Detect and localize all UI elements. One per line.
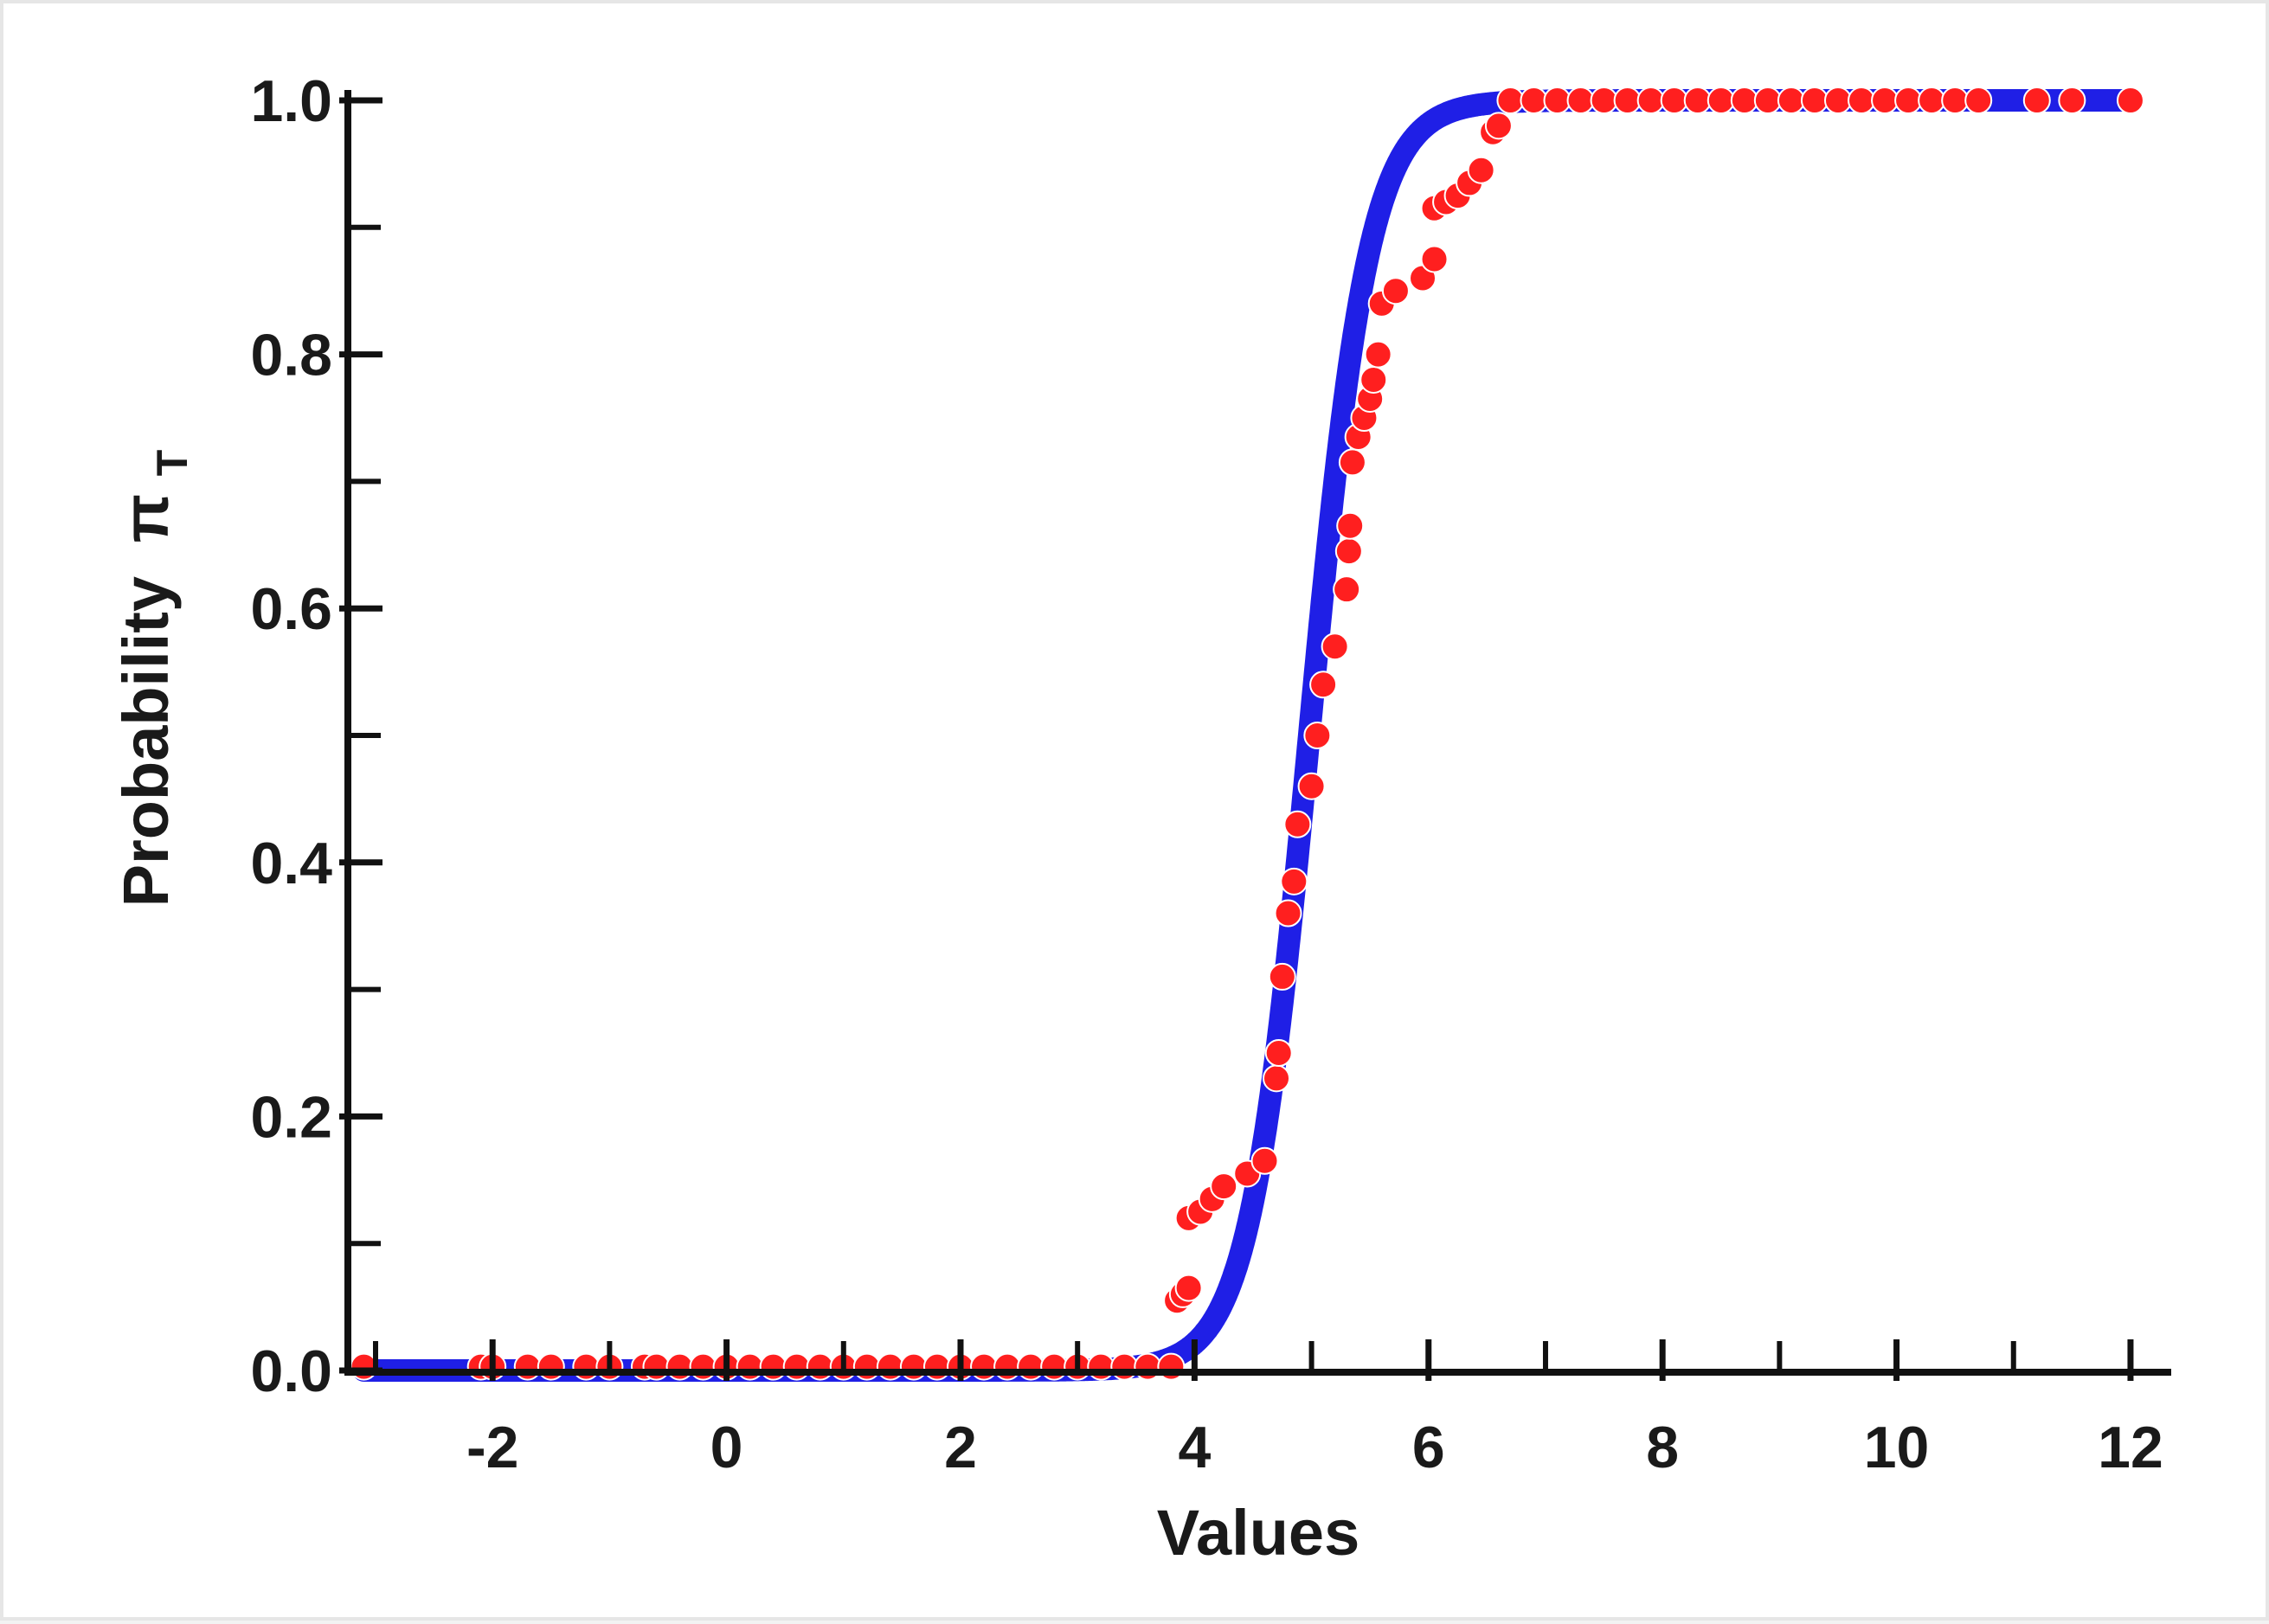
red-data-point	[1110, 1352, 1139, 1381]
scatter-chart: 0.0 0.2 0.4 0.6 0.8 1.0 -2 0 2 4 6 8 10 12 Values Pro…	[110, 68, 2171, 1569]
red-data-point	[806, 1352, 834, 1381]
red-data-point	[1823, 87, 1852, 114]
red-data-point	[782, 1352, 811, 1381]
red-data-point	[1730, 87, 1758, 114]
red-data-point	[1157, 1352, 1186, 1381]
red-data-point	[1566, 87, 1595, 114]
red-data-point	[1040, 1352, 1069, 1381]
red-data-point	[899, 1352, 928, 1381]
x-axis-title: Values	[1157, 1497, 1360, 1569]
red-data-point	[1134, 1352, 1162, 1381]
red-data-point	[2116, 87, 2144, 114]
series-layer	[350, 87, 2144, 1382]
red-data-point	[1174, 1274, 1203, 1302]
y-axis-title-text: Probability	[110, 576, 182, 907]
red-data-point	[1264, 1039, 1293, 1067]
red-data-point	[1336, 511, 1365, 540]
y-tick-label: 0.2	[250, 1084, 332, 1150]
red-data-point	[1848, 87, 1876, 114]
red-data-point	[922, 1352, 951, 1381]
red-data-point	[1364, 340, 1392, 369]
x-tick-label: 10	[1864, 1415, 1930, 1480]
y-axis-title-subscript: T	[148, 450, 196, 477]
axes-layer: 0.0 0.2 0.4 0.6 0.8 1.0 -2 0 2 4 6 8 10 12	[250, 68, 2171, 1480]
y-tick-label: 0.8	[250, 323, 332, 388]
y-axis-title-symbol: π	[110, 494, 182, 543]
red-data-point	[1543, 87, 1572, 114]
red-data-point	[2058, 87, 2086, 114]
red-data-point	[513, 1352, 542, 1381]
x-tick-label: 8	[1646, 1415, 1679, 1480]
red-data-point	[1496, 87, 1525, 114]
x-tick-label: 0	[710, 1415, 743, 1480]
red-data-point	[1800, 87, 1829, 114]
red-data-point	[1420, 245, 1449, 273]
red-data-point	[2022, 87, 2051, 114]
red-data-point	[1283, 810, 1312, 838]
red-data-point	[1280, 867, 1308, 895]
red-data-point	[1484, 112, 1513, 140]
red-data-point	[689, 1352, 717, 1381]
red-data-point	[1359, 365, 1388, 394]
red-data-point	[665, 1352, 694, 1381]
red-data-point	[642, 1352, 671, 1381]
y-tick-label: 0.4	[250, 831, 332, 896]
red-data-point	[993, 1352, 1022, 1381]
y-tick-label: 0.0	[250, 1338, 332, 1404]
red-data-point	[1707, 87, 1735, 114]
red-data-point	[537, 1352, 565, 1381]
y-axis-title: Probability π T	[110, 450, 196, 908]
red-data-point	[1250, 1146, 1279, 1175]
red-data-point	[1613, 87, 1642, 114]
red-data-point	[1274, 899, 1302, 928]
x-tick-label: 6	[1412, 1415, 1445, 1480]
red-data-point	[1918, 87, 1946, 114]
red-data-point	[1381, 277, 1410, 305]
red-data-point	[852, 1352, 881, 1381]
red-data-point	[736, 1352, 764, 1381]
red-data-point	[1777, 87, 1805, 114]
y-tick-label: 0.6	[250, 576, 332, 642]
red-data-point	[572, 1352, 601, 1381]
red-data-point	[1333, 575, 1361, 604]
red-data-point	[876, 1352, 904, 1381]
red-data-point	[1017, 1352, 1045, 1381]
red-data-point	[1309, 671, 1338, 699]
red-data-point	[1297, 772, 1326, 800]
red-data-point	[1210, 1172, 1238, 1201]
red-data-point	[1321, 632, 1349, 661]
x-tick-label: -2	[466, 1415, 518, 1480]
red-series	[350, 87, 2144, 1381]
x-tick-label: 2	[944, 1415, 977, 1480]
red-data-point	[350, 1352, 378, 1381]
red-data-point	[1338, 448, 1366, 477]
x-tick-label: 4	[1178, 1415, 1211, 1480]
red-data-point	[1268, 962, 1296, 991]
red-data-point	[970, 1352, 999, 1381]
red-data-point	[759, 1352, 787, 1381]
red-data-point	[1467, 156, 1495, 184]
red-data-point	[1636, 87, 1665, 114]
red-data-point	[1263, 1064, 1291, 1093]
red-data-point	[1303, 722, 1332, 749]
red-data-point	[1660, 87, 1688, 114]
red-data-point	[1520, 87, 1548, 114]
red-data-point	[1683, 87, 1712, 114]
red-data-point	[1894, 87, 1923, 114]
red-data-point	[1753, 87, 1782, 114]
red-data-point	[1964, 87, 1993, 114]
red-data-point	[1941, 87, 1970, 114]
red-data-point	[1087, 1352, 1115, 1381]
red-data-point	[1590, 87, 1618, 114]
red-data-point	[1334, 537, 1363, 566]
x-tick-label: 12	[2098, 1415, 2163, 1480]
y-tick-label: 1.0	[250, 68, 332, 134]
red-data-point	[1871, 87, 1899, 114]
